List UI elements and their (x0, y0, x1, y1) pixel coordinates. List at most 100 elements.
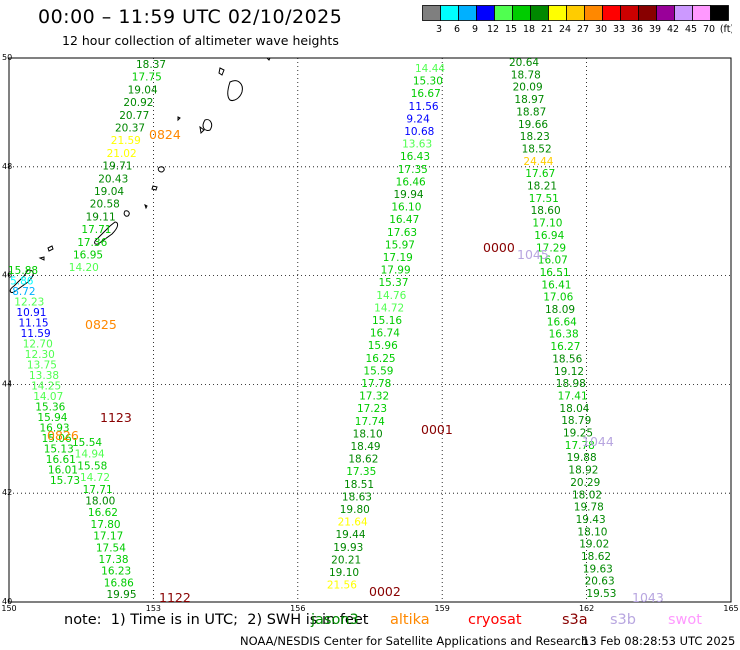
wave-height-value: 16.27 (550, 341, 580, 353)
legend-label: 18 (523, 24, 535, 35)
wave-height-value: 11.59 (21, 328, 51, 340)
pass-time-label: 1045 (517, 247, 549, 262)
wave-height-value: 19.04 (128, 84, 158, 96)
wave-height-value: 17.78 (361, 378, 391, 390)
latitude-label: 46 (2, 271, 12, 280)
pass-time-label: 0824 (149, 127, 181, 142)
wave-height-value: 17.10 (532, 218, 562, 230)
coastline (151, 185, 158, 191)
wave-height-value: 14.72 (374, 302, 404, 314)
wave-height-value: 17.99 (381, 265, 411, 277)
wave-height-value: 12.23 (14, 297, 44, 309)
wave-height-value: 19.44 (335, 529, 365, 541)
wave-height-value: 16.95 (73, 250, 103, 262)
wave-height-value: 17.67 (525, 168, 555, 180)
altimeter-track: 1043 (632, 590, 664, 605)
legend-label: 30 (595, 24, 607, 35)
wave-height-value: 18.97 (514, 94, 544, 106)
wave-height-value: 15.73 (50, 475, 80, 487)
wave-height-value: 18.60 (531, 205, 561, 217)
wave-height-value: 16.74 (370, 328, 400, 340)
wave-height-value: 14.20 (69, 262, 99, 274)
wave-height-value: 19.43 (576, 514, 606, 526)
wave-height-value: 14.94 (75, 449, 105, 461)
wave-height-value: 19.78 (574, 502, 604, 514)
wave-height-value: 15.36 (35, 402, 65, 414)
wave-height-value: 20.37 (115, 123, 145, 135)
wave-height-value: 14.72 (80, 472, 110, 484)
wave-height-value: 20.63 (585, 576, 615, 588)
legend-label: 42 (667, 24, 679, 35)
wave-height-value: 19.25 (563, 428, 593, 440)
wave-height-value: 20.29 (570, 477, 600, 489)
satellite-swot: swot (668, 612, 702, 628)
wave-height-value: 18.56 (552, 353, 582, 365)
wave-height-value: 15.37 (378, 277, 408, 289)
wave-height-value: 18.52 (522, 143, 552, 155)
wave-height-value: 20.43 (98, 173, 128, 185)
wave-height-value: 16.62 (88, 507, 118, 519)
wave-height-value: 17.17 (93, 531, 123, 543)
wave-height-value: 17.35 (398, 164, 428, 176)
wave-height-value: 16.23 (101, 566, 131, 578)
altimeter-track: 15.5414.9415.5814.7217.7118.0016.6217.80… (72, 410, 137, 601)
coastline (177, 116, 181, 122)
legend-label: (ft) (720, 24, 732, 35)
wave-height-value: 17.36 (77, 237, 107, 249)
wave-height-value: 18.21 (527, 181, 557, 193)
wave-height-value: 19.02 (579, 539, 609, 551)
longitude-label: 159 (435, 604, 450, 613)
legend-label: 70 (703, 24, 715, 35)
latitude-label: 44 (2, 379, 12, 388)
pass-time-label: 1043 (632, 590, 664, 605)
coastline (144, 204, 148, 210)
wave-height-value: 19.12 (554, 366, 584, 378)
wave-height-value: 13.38 (29, 370, 59, 382)
satellite-s3b: s3b (610, 612, 636, 628)
wave-height-value: 12.70 (23, 339, 53, 351)
longitude-label: 156 (290, 604, 305, 613)
wave-height-value: 16.93 (40, 423, 70, 435)
altimeter-track: 1045 (517, 247, 549, 262)
wave-height-value: 16.51 (540, 267, 570, 279)
legend-label: 6 (454, 24, 460, 35)
wave-height-value: 19.88 (567, 452, 597, 464)
wave-height-value: 19.53 (586, 588, 616, 600)
wave-height-value: 17.80 (91, 519, 121, 531)
latitude-label: 42 (2, 488, 12, 497)
satellite-s3a: s3a (562, 612, 588, 628)
wave-height-value: 16.67 (411, 88, 441, 100)
legend-swatch (710, 5, 729, 21)
wave-height-value: 19.04 (94, 186, 124, 198)
credit-text: NOAA/NESDIS Center for Satellite Applica… (240, 634, 589, 648)
coastline (218, 67, 225, 76)
wave-height-value: 16.41 (541, 279, 571, 291)
wave-height-value: 19.63 (583, 563, 613, 575)
pass-time-label: 0002 (369, 584, 401, 599)
pass-time-label: 0001 (421, 422, 453, 437)
wave-height-value: 15.30 (413, 76, 443, 88)
coastline (123, 210, 130, 217)
wave-height-value: 18.09 (545, 304, 575, 316)
wave-height-value: 16.46 (396, 176, 426, 188)
altimeter-track: 0826 (47, 428, 79, 443)
wave-height-value: 21.59 (111, 135, 141, 147)
altimeter-track: 0002 (369, 584, 401, 599)
wave-height-value: 17.74 (355, 416, 385, 428)
wave-height-value: 14.25 (31, 381, 61, 393)
satellite-jason3: jason3 (311, 612, 359, 628)
wave-height-value: 15.58 (77, 460, 107, 472)
wave-height-value: 16.38 (549, 329, 579, 341)
longitude-label: 162 (579, 604, 594, 613)
wave-height-value: 17.71 (83, 484, 113, 496)
coastline (227, 80, 243, 101)
coastline (38, 256, 45, 261)
coastline (202, 119, 213, 131)
footer-note: note: 1) Time is in UTC; 2) SWH is in fe… (64, 612, 369, 628)
wave-height-value: 20.21 (331, 554, 361, 566)
longitude-label: 165 (723, 604, 738, 613)
altimeter-track: 1044 (582, 434, 614, 449)
legend-label: 39 (649, 24, 661, 35)
coastline (47, 245, 54, 252)
wave-height-value: 19.94 (394, 189, 424, 201)
